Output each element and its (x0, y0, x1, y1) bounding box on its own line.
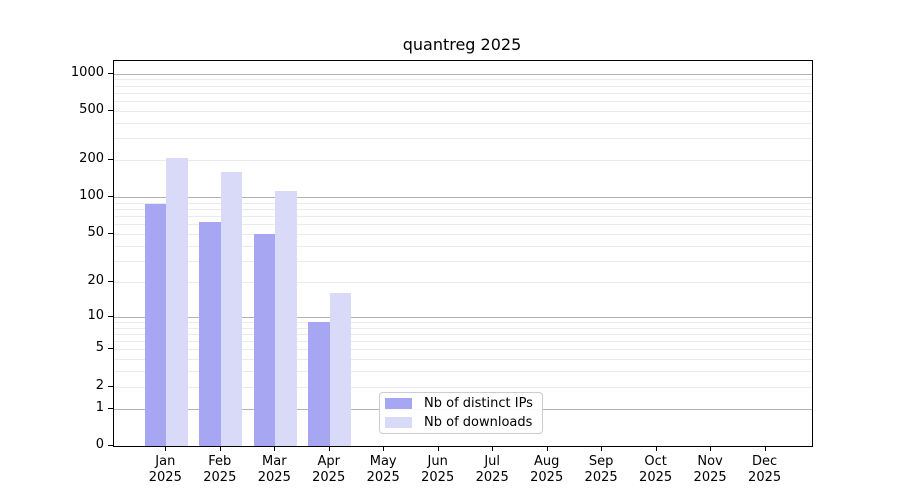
gridline-minor-3 (114, 371, 812, 373)
y-tick-label-10: 10 (87, 307, 104, 323)
bar-nb-of-downloads-mar (275, 191, 297, 446)
y-tick-label-1: 1 (95, 399, 104, 415)
y-tick-label-1000: 1000 (70, 64, 104, 80)
gridline-minor-200 (114, 160, 812, 162)
legend-item-distinct-ips: Nb of distinct IPs (385, 396, 542, 411)
gridline-minor-900 (114, 79, 812, 81)
x-tick-dec (764, 446, 766, 451)
gridline-minor-70 (114, 216, 812, 218)
gridline-minor-30 (114, 260, 812, 262)
gridline-minor-7 (114, 333, 812, 335)
gridline-minor-5 (114, 349, 812, 351)
x-tick-apr (328, 446, 330, 451)
y-tick-label-2: 2 (95, 377, 104, 393)
gridline-minor-300 (114, 138, 812, 140)
y-tick-200 (108, 159, 113, 161)
x-tick-may (383, 446, 385, 451)
bar-nb-of-distinct-ips-mar (253, 234, 276, 446)
gridline-major-1000 (114, 73, 812, 75)
x-tick-sep (601, 446, 603, 451)
x-tick-label-aug: Aug 2025 (530, 454, 564, 485)
legend-label-distinct-ips: Nb of distinct IPs (424, 396, 533, 412)
y-tick-1000 (108, 72, 113, 74)
x-tick-label-sep: Sep 2025 (584, 454, 618, 485)
bar-nb-of-downloads-apr (329, 293, 352, 446)
x-tick-oct (655, 446, 657, 451)
x-tick-label-jul: Jul 2025 (475, 454, 509, 485)
gridline-minor-50 (114, 234, 812, 236)
y-tick-label-200: 200 (79, 151, 104, 167)
y-tick-label-0: 0 (95, 437, 104, 452)
y-tick-1 (108, 407, 113, 409)
x-tick-jun (437, 446, 439, 451)
y-tick-20 (108, 280, 113, 282)
bar-nb-of-distinct-ips-jan (144, 204, 167, 446)
y-tick-label-100: 100 (79, 188, 104, 204)
y-tick-5 (108, 348, 113, 350)
legend-label-downloads: Nb of downloads (424, 414, 533, 430)
gridline-minor-80 (114, 209, 812, 211)
x-tick-label-apr: Apr 2025 (312, 454, 346, 485)
x-tick-feb (219, 446, 221, 451)
y-tick-100 (108, 196, 113, 198)
y-tick-50 (108, 233, 113, 235)
y-tick-0 (108, 445, 113, 446)
x-tick-label-jun: Jun 2025 (421, 454, 455, 485)
gridline-minor-600 (114, 101, 812, 103)
y-tick-10 (108, 315, 113, 317)
bar-nb-of-downloads-feb (220, 172, 243, 446)
x-tick-label-jan: Jan 2025 (148, 454, 182, 485)
x-tick-label-feb: Feb 2025 (203, 454, 237, 485)
gridline-minor-2 (114, 386, 812, 388)
y-tick-label-20: 20 (87, 272, 104, 288)
gridline-minor-60 (114, 224, 812, 226)
y-tick-2 (108, 385, 113, 387)
x-tick-label-dec: Dec 2025 (748, 454, 782, 485)
x-tick-jul (492, 446, 494, 451)
x-tick-aug (546, 446, 548, 451)
plot-area (113, 60, 813, 447)
x-tick-nov (710, 446, 712, 451)
gridline-minor-8 (114, 327, 812, 329)
y-tick-label-500: 500 (79, 102, 104, 117)
legend-swatch-distinct-ips (385, 398, 412, 410)
gridline-minor-90 (114, 202, 812, 204)
gridline-minor-400 (114, 122, 812, 124)
legend-item-downloads: Nb of downloads (385, 415, 542, 430)
bar-nb-of-distinct-ips-feb (199, 221, 221, 446)
y-tick-500 (108, 110, 113, 111)
gridline-minor-4 (114, 359, 812, 361)
x-tick-label-may: May 2025 (366, 454, 400, 485)
gridline-minor-800 (114, 85, 812, 87)
legend-swatch-downloads (385, 416, 412, 428)
x-tick-label-mar: Mar 2025 (257, 454, 291, 485)
gridline-major-100 (114, 197, 812, 199)
gridline-minor-20 (114, 281, 812, 283)
x-tick-label-oct: Oct 2025 (639, 454, 673, 485)
legend: Nb of distinct IPs Nb of downloads (379, 392, 543, 434)
gridline-minor-6 (114, 341, 812, 343)
chart-title: quantreg 2025 (402, 35, 522, 54)
y-tick-label-5: 5 (95, 340, 104, 356)
bar-nb-of-downloads-jan (166, 157, 188, 446)
gridline-minor-700 (114, 92, 812, 94)
gridline-major-10 (114, 316, 812, 318)
x-tick-label-nov: Nov 2025 (693, 454, 727, 485)
y-tick-label-50: 50 (87, 225, 104, 241)
gridline-minor-40 (114, 245, 812, 247)
x-tick-jan (165, 446, 167, 451)
bar-nb-of-distinct-ips-apr (308, 321, 330, 446)
x-tick-mar (274, 446, 276, 451)
gridline-minor-500 (114, 111, 812, 112)
gridline-minor-9 (114, 321, 812, 323)
